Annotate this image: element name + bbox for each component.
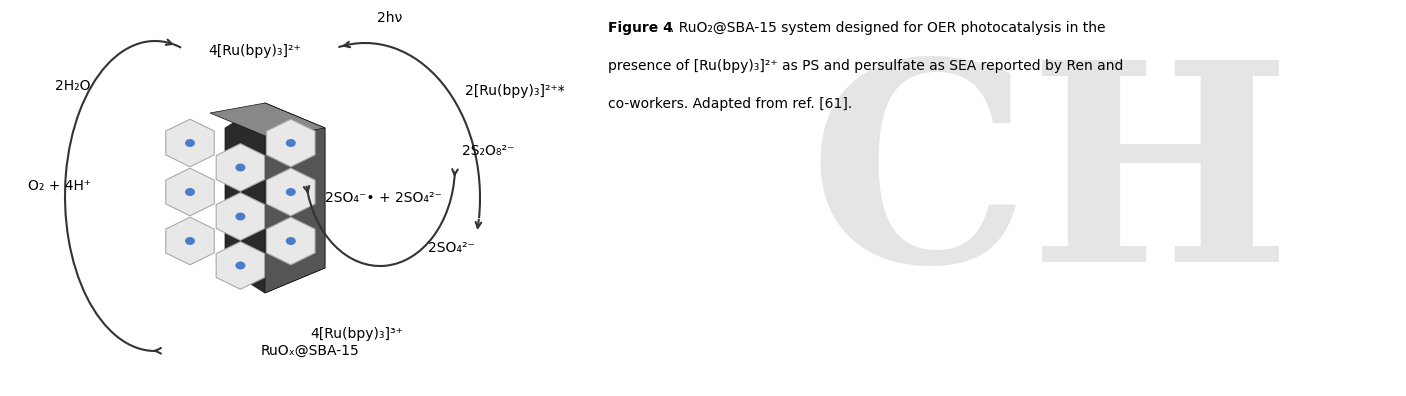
Text: 2H₂O: 2H₂O: [55, 79, 90, 93]
Text: co-workers. Adapted from ref. [61].: co-workers. Adapted from ref. [61].: [607, 97, 852, 111]
Ellipse shape: [285, 237, 295, 245]
Ellipse shape: [285, 188, 295, 196]
Polygon shape: [225, 103, 325, 293]
Ellipse shape: [186, 237, 195, 245]
Text: 4[Ru(bpy)₃]³⁺: 4[Ru(bpy)₃]³⁺: [309, 327, 404, 341]
Ellipse shape: [235, 213, 246, 221]
Ellipse shape: [186, 188, 195, 196]
Ellipse shape: [235, 261, 246, 270]
Polygon shape: [217, 193, 264, 240]
Text: 2hν: 2hν: [377, 11, 402, 25]
Polygon shape: [217, 242, 264, 289]
Polygon shape: [217, 144, 264, 191]
Text: 2SO₄⁻• + 2SO₄²⁻: 2SO₄⁻• + 2SO₄²⁻: [325, 191, 441, 205]
Text: 2SO₄²⁻: 2SO₄²⁻: [427, 241, 475, 255]
Polygon shape: [166, 119, 214, 167]
Polygon shape: [166, 217, 214, 265]
Ellipse shape: [186, 139, 195, 147]
Text: 2[Ru(bpy)₃]²⁺*: 2[Ru(bpy)₃]²⁺*: [465, 84, 565, 98]
Polygon shape: [267, 119, 315, 167]
Text: . RuO₂@SBA-15 system designed for OER photocatalysis in the: . RuO₂@SBA-15 system designed for OER ph…: [671, 21, 1105, 35]
Text: CH: CH: [808, 51, 1292, 320]
Polygon shape: [166, 168, 214, 216]
Polygon shape: [267, 217, 315, 265]
Ellipse shape: [235, 164, 246, 171]
Text: 4[Ru(bpy)₃]²⁺: 4[Ru(bpy)₃]²⁺: [208, 44, 301, 58]
Polygon shape: [267, 168, 315, 216]
Text: Figure 4: Figure 4: [607, 21, 673, 35]
Text: O₂ + 4H⁺: O₂ + 4H⁺: [28, 179, 91, 193]
Text: RuOₓ@SBA-15: RuOₓ@SBA-15: [260, 344, 360, 358]
Ellipse shape: [285, 139, 295, 147]
Polygon shape: [209, 103, 325, 138]
Text: presence of [Ru(bpy)₃]²⁺ as PS and persulfate as SEA reported by Ren and: presence of [Ru(bpy)₃]²⁺ as PS and persu…: [607, 59, 1123, 73]
Polygon shape: [264, 103, 325, 293]
Text: 2S₂O₈²⁻: 2S₂O₈²⁻: [463, 144, 515, 158]
